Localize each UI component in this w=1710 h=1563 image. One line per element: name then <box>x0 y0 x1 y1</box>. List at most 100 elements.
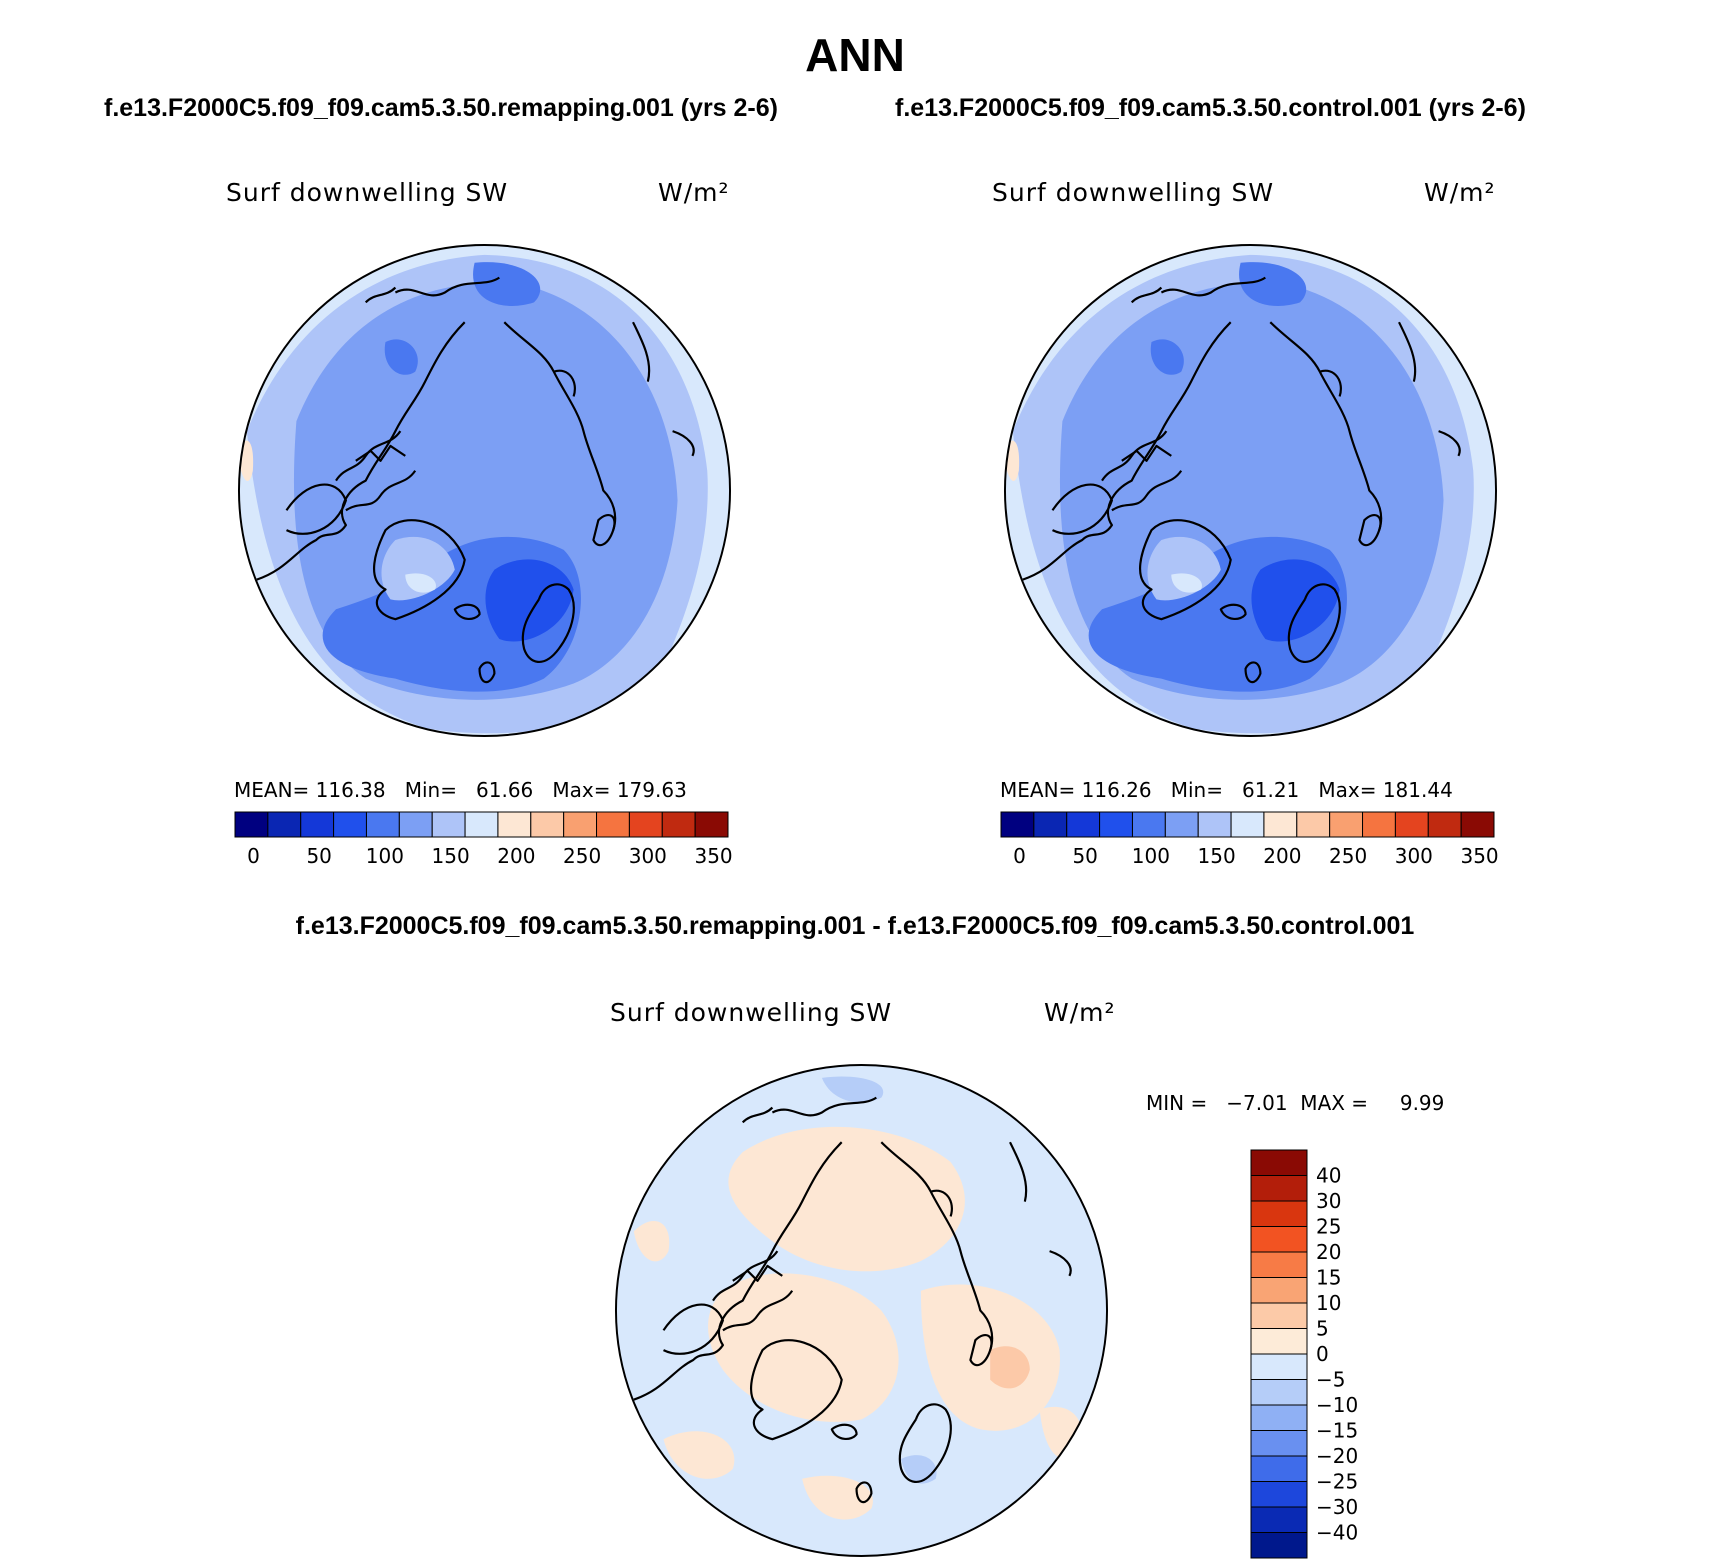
colorbar-tick-label: 20 <box>1316 1240 1341 1264</box>
coastline <box>521 583 575 663</box>
colorbar-tick-label: 15 <box>1316 1266 1341 1290</box>
coastline <box>373 519 466 621</box>
coastline <box>898 1403 952 1483</box>
coastline <box>633 1141 843 1401</box>
coastline <box>394 276 500 297</box>
colorbar-tick-label: 5 <box>1316 1317 1329 1341</box>
colorbar-swatch <box>333 811 367 838</box>
map-field-region <box>990 1346 1030 1389</box>
colorbar-swatch <box>1250 1379 1308 1406</box>
coastline <box>1049 1250 1072 1277</box>
colorbar-tick-label: 300 <box>1395 844 1433 868</box>
colorbar-swatch <box>1250 1481 1308 1508</box>
colorbar-tick-label: 0 <box>1316 1342 1329 1366</box>
left-units-label: W/m² <box>658 178 730 207</box>
coastline <box>1022 321 1232 581</box>
left-colorbar: 0 50 100 150 200 250 300 350 <box>234 811 733 868</box>
colorbar-tick-label: 40 <box>1316 1164 1341 1188</box>
colorbar-tick-label: −25 <box>1316 1470 1358 1494</box>
case-title-right: f.e13.F2000C5.f09_f09.cam5.3.50.control.… <box>895 94 1526 122</box>
colorbar-swatch <box>234 811 269 838</box>
colorbar-swatch <box>1250 1506 1308 1533</box>
colorbar-swatch <box>431 811 466 838</box>
left-variable-label: Surf downwelling SW <box>226 178 509 207</box>
coastline <box>256 321 466 581</box>
coastline <box>478 661 496 684</box>
colorbar-swatch <box>1362 811 1396 838</box>
colorbar-tick-label: 10 <box>1316 1291 1341 1315</box>
coastline <box>1139 519 1232 621</box>
coastline <box>732 1264 783 1282</box>
coastline <box>503 321 617 531</box>
colorbar-swatch <box>1250 1353 1308 1380</box>
colorbar-swatch <box>497 811 532 838</box>
colorbar-swatch <box>1250 1430 1308 1457</box>
colorbar-swatch <box>1263 811 1298 838</box>
map-field-region <box>384 339 418 375</box>
coastline <box>722 1290 794 1332</box>
map-field-region <box>663 1431 735 1479</box>
map-boundary <box>1003 243 1498 738</box>
colorbar-swatch <box>464 811 499 838</box>
colorbar-swatch <box>398 811 433 838</box>
colorbar-tick-label: −5 <box>1316 1368 1345 1392</box>
coastline <box>1130 286 1163 304</box>
right-variable-label: Surf downwelling SW <box>992 178 1275 207</box>
colorbar-swatch <box>1250 1149 1308 1176</box>
map-field-region <box>802 1475 873 1520</box>
coastline <box>830 1423 858 1440</box>
map-field-region <box>1239 262 1307 306</box>
map-field-region <box>485 559 574 642</box>
coastline <box>1319 369 1342 397</box>
colorbar-swatch <box>1427 811 1462 838</box>
colorbar-swatch <box>1250 1532 1308 1559</box>
colorbar-swatch <box>1394 811 1429 838</box>
coastline <box>771 1096 877 1117</box>
coastlines <box>633 1096 1072 1504</box>
colorbar-tick-label: 0 <box>1013 844 1026 868</box>
coastline <box>632 321 651 382</box>
colorbar-swatch <box>1033 811 1068 838</box>
coastline <box>364 286 397 304</box>
coastline <box>285 483 347 535</box>
main-title: ANN <box>805 29 905 81</box>
coastline <box>335 430 402 482</box>
colorbar-swatch <box>1197 811 1232 838</box>
coastline <box>662 1303 724 1355</box>
colorbar-tick-label: 350 <box>694 844 732 868</box>
colorbar-swatch <box>694 811 729 838</box>
colorbar-swatch <box>628 811 663 838</box>
colorbar-tick-label: −15 <box>1316 1419 1358 1443</box>
colorbar-swatch <box>1099 811 1133 838</box>
colorbar-tick-label: 50 <box>1072 844 1097 868</box>
coastline <box>741 1106 774 1124</box>
colorbar-tick-label: −40 <box>1316 1521 1358 1545</box>
coastline <box>1051 483 1113 535</box>
colorbar-tick-label: −30 <box>1316 1495 1358 1519</box>
map-field-region <box>821 1076 884 1103</box>
right-units-label: W/m² <box>1424 178 1496 207</box>
colorbar-swatch <box>596 811 630 838</box>
map-field-region <box>1251 559 1340 642</box>
coastline <box>453 603 481 620</box>
coastline <box>672 430 695 457</box>
right-polar-map <box>1003 243 1498 738</box>
colorbar-swatch <box>1250 1251 1308 1278</box>
colorbar-swatch <box>1250 1226 1308 1253</box>
colorbar-swatch <box>300 811 335 838</box>
coastline <box>1244 661 1262 684</box>
coastlines <box>256 276 695 684</box>
colorbar-swatch <box>1250 1455 1308 1482</box>
colorbar-tick-label: 25 <box>1316 1215 1341 1239</box>
colorbar-swatch <box>1296 811 1331 838</box>
diff-variable-label: Surf downwelling SW <box>610 998 893 1027</box>
coastline <box>855 1481 873 1504</box>
map-field-region <box>708 1273 899 1422</box>
coastline <box>592 513 616 547</box>
colorbar-tick-label: 200 <box>1263 844 1301 868</box>
right-colorbar: 0 50 100 150 200 250 300 350 <box>1000 811 1499 868</box>
case-title-left: f.e13.F2000C5.f09_f09.cam5.3.50.remappin… <box>104 94 778 122</box>
coastline <box>1121 444 1172 462</box>
colorbar-tick-label: 50 <box>306 844 331 868</box>
